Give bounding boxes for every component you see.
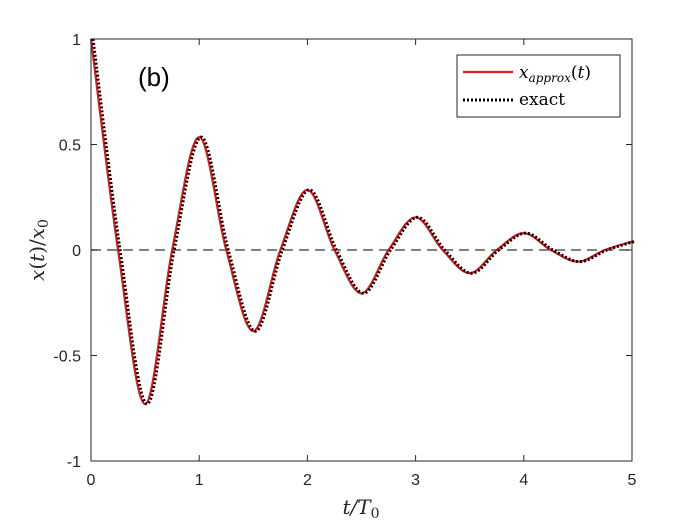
y-tick-label: 0 [72,243,81,260]
y-tick-label: -1 [67,454,81,471]
y-tick-label: 0.5 [59,138,81,155]
x-tick-label: 2 [303,472,312,489]
y-tick-label: 1 [72,32,81,49]
y-axis-label: x(t)/x0 [25,219,52,281]
x-tick-label: 4 [519,472,528,489]
y-tick-label: -0.5 [53,349,81,366]
x-tick-label: 0 [87,472,96,489]
x-axis-label: t/T0 [342,495,379,522]
legend-label-approx: xapprox(t) [519,63,591,85]
x-tick-label: 5 [628,472,637,489]
x-tick-label: 3 [411,472,420,489]
panel-label: (b) [138,62,170,92]
legend-box [456,54,621,118]
legend-label-exact: exact [519,90,565,110]
x-tick-label: 1 [195,472,204,489]
legend: xapprox(t) exact [456,54,621,118]
